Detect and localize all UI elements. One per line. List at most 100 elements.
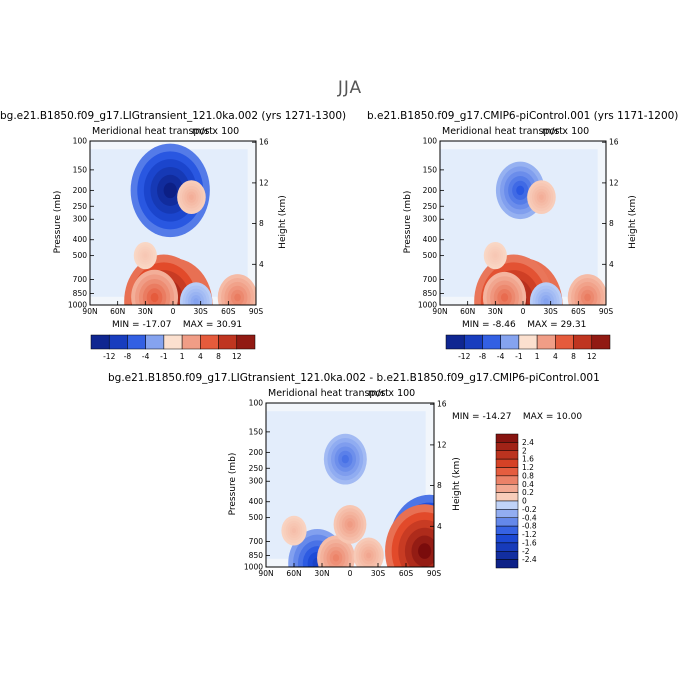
panel-1-colorbar-label-0: -12 (103, 352, 115, 361)
panel-2-colorbar-box-8 (591, 334, 611, 350)
panel-3-xtick-label-3: 0 (348, 569, 353, 578)
panel-1-colorbar-label-3: -1 (160, 352, 168, 361)
panel-2-ytick-label-5: 400 (423, 235, 438, 244)
panel-2-xtick-label-6: 90S (599, 307, 614, 316)
panel-3-ytick-label-3: 250 (249, 464, 264, 473)
panel-1-colorbar-box-3 (145, 334, 165, 350)
panel-3-ytick-label-6: 500 (249, 513, 264, 522)
panel-2-feature-5-level-5 (543, 298, 549, 305)
panel-3-colorbar-box-2 (495, 450, 519, 460)
panel-3-feature-3-level-5 (347, 521, 353, 528)
panel-3-feature-4-level-5 (366, 552, 372, 559)
panel-1-feature-7-level-5 (143, 253, 148, 258)
panel-3-colorbar-box-14 (495, 551, 519, 560)
panel-1-colorbar-box-7 (218, 334, 238, 350)
figure-title: JJA (337, 78, 363, 98)
panel-1-feature-6-level-5 (234, 293, 241, 302)
panel-1-colorbar-box-2 (127, 334, 146, 350)
panel-1-title: bg.e21.B1850.f09_g17.LIGtransient_121.0k… (0, 110, 347, 122)
panel-3-y2tick-label-2: 12 (437, 440, 447, 449)
panel-3-colorbar-label-13: -2 (522, 547, 530, 556)
panel-1-xtick-label-4: 30S (194, 307, 209, 316)
panel-2-colorbar-box-3 (500, 334, 520, 350)
panel-3-max: 10.00 (556, 412, 583, 422)
panel-3-colorbar-box-5 (495, 475, 519, 485)
panel-1-ytick-label-8: 850 (73, 289, 88, 298)
panel-1-y2tick-label-2: 12 (259, 178, 269, 187)
panel-1-minmax: MIN = -17.07 MAX = 30.91 (112, 320, 242, 330)
panel-3-xtick-label-2: 30N (314, 569, 329, 578)
panel-1-colorbar-box-0 (90, 334, 110, 350)
panel-3-min-label: MIN = (452, 412, 480, 422)
panel-1-colorbar-label-4: 1 (180, 352, 185, 361)
panel-3-feature-0-level-5 (341, 454, 349, 464)
panel-1-y2tick-label-3: 16 (259, 138, 269, 147)
panel-3-colorbar-box-7 (495, 492, 519, 502)
panel-3-colorbar-box-12 (495, 534, 519, 544)
panel-1-ytick-label-3: 250 (73, 202, 88, 211)
panel-2-y2tick-label-0: 4 (609, 260, 614, 269)
panel-3-colorbar-label-2: 1.6 (522, 455, 534, 464)
panel-3-feature-7-level-5 (291, 528, 297, 534)
panel-3-ytick-label-8: 850 (249, 551, 264, 560)
panel-3-colorbar-label-5: 0.4 (522, 480, 534, 489)
panel-1-feature-3-level-5 (163, 182, 177, 199)
panel-1-min: -17.07 (142, 320, 172, 330)
panel-2-ytick-label-4: 300 (423, 215, 438, 224)
panel-3-xtick-label-6: 90S (427, 569, 442, 578)
panel-2-colorbar-box-4 (518, 334, 538, 350)
panel-1-feature-5-level-5 (193, 298, 199, 305)
panel-1-units: m/s x 100 (192, 126, 240, 137)
panel-1-ytick-label-7: 700 (73, 275, 88, 284)
panel-2-ytick-label-8: 850 (423, 289, 438, 298)
panel-2-ytick-label-7: 700 (423, 275, 438, 284)
panel-3-xtick-label-1: 60N (286, 569, 301, 578)
panel-2-subtitle: Meridional heat transport (442, 126, 563, 137)
panel-2-ytick-label-3: 250 (423, 202, 438, 211)
panel-2-xtick-label-4: 30S (544, 307, 559, 316)
panel-1-colorbar-box-4 (163, 334, 183, 350)
panel-2-min-label: MIN = (462, 320, 490, 330)
panel-2-feature-7-level-5 (493, 253, 498, 258)
panel-2-ytick-label-9: 1000 (418, 301, 437, 310)
panel-1-ytick-label-6: 500 (73, 251, 88, 260)
panel-3-colorbar-box-4 (495, 467, 519, 477)
panel-1-ytick-label-4: 300 (73, 215, 88, 224)
panel-2-ytick-label-2: 200 (423, 186, 438, 195)
panel-3-colorbar-label-3: 1.2 (522, 463, 534, 472)
panel-1-colorbar-label-6: 8 (216, 352, 221, 361)
panel-2-ytick-label-1: 150 (423, 165, 438, 174)
panel-1-min-label: MIN = (112, 320, 140, 330)
panel-3-y2tick-label-3: 16 (437, 400, 447, 409)
panel-1-colorbar-label-2: -4 (142, 352, 150, 361)
panel-2-xtick-label-0: 90N (432, 307, 447, 316)
panel-1-plot: 100 150 200 250 300 400 500 700 850 1000 4 8 12 16 90N… (68, 137, 269, 362)
panel-1-ytick-label-5: 400 (73, 235, 88, 244)
panel-2-colorbar-box-6 (555, 334, 574, 350)
panel-3-colorbar-label-7: 0 (522, 497, 527, 506)
panel-1-colorbar-label-5: 4 (198, 352, 203, 361)
panel-3-xtick-label-5: 60S (399, 569, 414, 578)
panel-3-colorbar-label-4: 0.8 (522, 471, 534, 480)
panel-3-xtick-label-0: 90N (258, 569, 273, 578)
panel-1-xtick-label-0: 90N (82, 307, 97, 316)
panel-3-colorbar-label-8: -0.2 (522, 505, 537, 514)
panel-3-ytick-label-5: 400 (249, 497, 264, 506)
panel-3-min: -14.27 (482, 412, 512, 422)
panel-1-ytick-label-0: 100 (73, 137, 88, 146)
panel-3-colorbar-box-6 (495, 484, 519, 493)
panel-2-title: b.e21.B1850.f09_g17.CMIP6-piControl.001 … (367, 110, 679, 122)
panel-1-y2tick-label-0: 4 (259, 260, 264, 269)
panel-3-colorbar-box-1 (495, 442, 519, 451)
panel-1-max: 30.91 (216, 320, 243, 330)
panel-2-plot: 100 150 200 250 300 400 500 700 850 1000 4 8 12 16 90N… (418, 137, 619, 362)
panel-1-y2tick-label-1: 8 (259, 219, 264, 228)
panel-3-plot: 100150200250300400500700850100048121690N… (244, 399, 537, 579)
panel-1-colorbar-label-7: 12 (232, 352, 242, 361)
panel-3-ytick-label-9: 1000 (244, 563, 263, 572)
panel-2-units: m/s x 100 (542, 126, 590, 137)
panel-2-colorbar-box-5 (536, 334, 556, 350)
panel-2-xtick-label-5: 60S (571, 307, 586, 316)
panel-3-ytick-label-2: 200 (249, 448, 264, 457)
panel-1-feature-4-level-5 (189, 194, 194, 200)
